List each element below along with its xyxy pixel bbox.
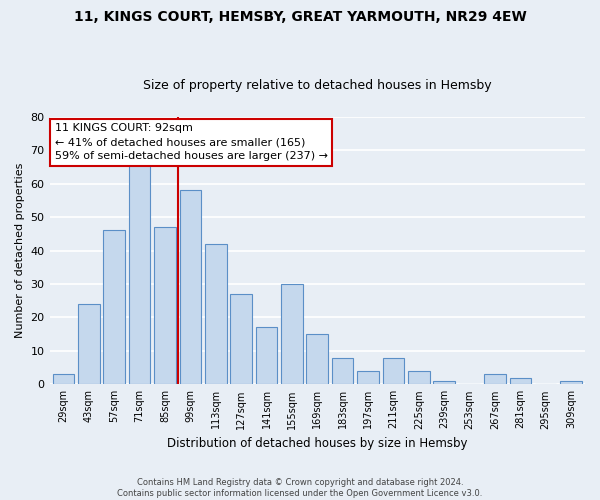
Bar: [179, 190, 201, 384]
Bar: [307, 334, 328, 384]
Bar: [103, 230, 125, 384]
Bar: [205, 244, 227, 384]
Bar: [433, 381, 455, 384]
X-axis label: Distribution of detached houses by size in Hemsby: Distribution of detached houses by size …: [167, 437, 467, 450]
Bar: [484, 374, 506, 384]
Bar: [78, 304, 100, 384]
Text: 11 KINGS COURT: 92sqm
← 41% of detached houses are smaller (165)
59% of semi-det: 11 KINGS COURT: 92sqm ← 41% of detached …: [55, 124, 328, 162]
Bar: [383, 358, 404, 384]
Bar: [129, 160, 151, 384]
Bar: [509, 378, 531, 384]
Bar: [332, 358, 353, 384]
Bar: [230, 294, 252, 384]
Bar: [256, 328, 277, 384]
Bar: [53, 374, 74, 384]
Y-axis label: Number of detached properties: Number of detached properties: [15, 163, 25, 338]
Title: Size of property relative to detached houses in Hemsby: Size of property relative to detached ho…: [143, 79, 491, 92]
Bar: [560, 381, 582, 384]
Text: Contains HM Land Registry data © Crown copyright and database right 2024.
Contai: Contains HM Land Registry data © Crown c…: [118, 478, 482, 498]
Text: 11, KINGS COURT, HEMSBY, GREAT YARMOUTH, NR29 4EW: 11, KINGS COURT, HEMSBY, GREAT YARMOUTH,…: [74, 10, 526, 24]
Bar: [408, 371, 430, 384]
Bar: [154, 227, 176, 384]
Bar: [357, 371, 379, 384]
Bar: [281, 284, 302, 384]
